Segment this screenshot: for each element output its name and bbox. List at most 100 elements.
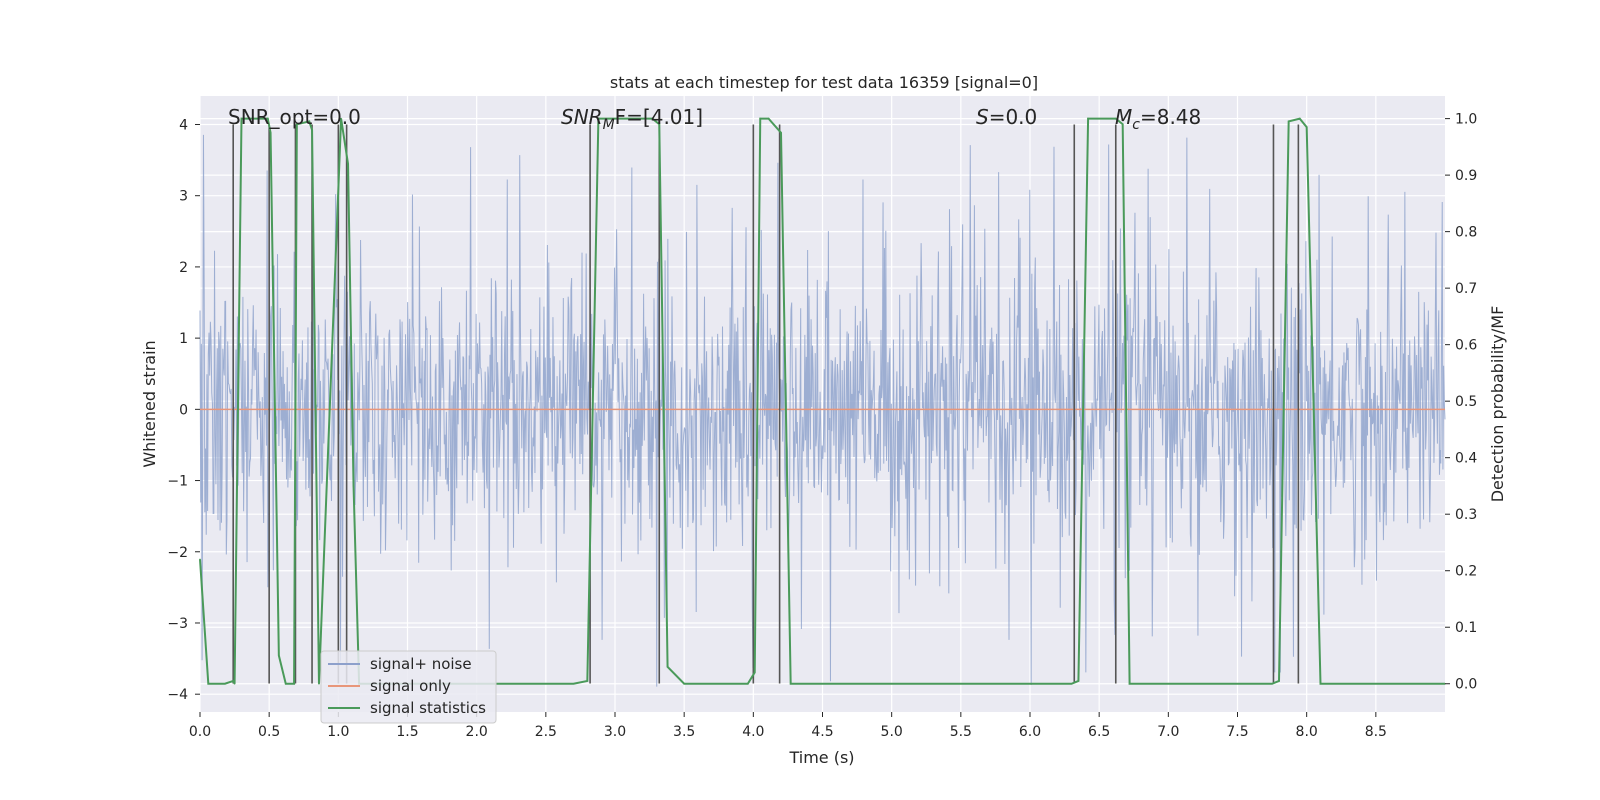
- statistics-point-11: [296, 123, 298, 126]
- x-tick-label-13: 6.5: [1088, 724, 1110, 740]
- annotation-snr-mf-base: SNR: [561, 105, 603, 129]
- annotation-s-var: S: [976, 105, 989, 129]
- y-tick-label-2: −2: [167, 545, 188, 561]
- y-right-tick-label-9: 0.9: [1455, 168, 1477, 184]
- statistics-point-26: [683, 682, 685, 685]
- y-tick-label-5: 1: [179, 331, 188, 347]
- statistics-point-35: [1087, 117, 1089, 120]
- y-tick-label-6: 2: [179, 260, 188, 276]
- annotation-s-val: =0.0: [989, 105, 1038, 129]
- x-tick-label-15: 7.5: [1226, 724, 1248, 740]
- statistics-point-40: [1278, 680, 1280, 682]
- annotation-snr-opt: SNR_opt=0.0: [228, 105, 361, 129]
- statistics-point-17: [352, 485, 355, 487]
- x-tick-label-3: 1.5: [396, 724, 418, 740]
- statistics-point-39: [1271, 682, 1273, 685]
- statistics-point-1: [207, 682, 210, 685]
- y-tick-label-7: 3: [179, 189, 188, 205]
- y-right-tick-label-6: 0.6: [1455, 338, 1477, 354]
- statistics-point-42: [1298, 117, 1301, 120]
- y-right-tick-label-3: 0.3: [1455, 507, 1477, 523]
- y-right-tick-label-7: 0.7: [1455, 281, 1477, 297]
- statistics-point-20: [572, 682, 575, 685]
- statistics-point-27: [747, 682, 749, 685]
- legend-label-signal-statistics: signal statistics: [370, 699, 486, 717]
- statistics-point-45: [1381, 682, 1384, 685]
- statistics-point-3: [232, 680, 234, 682]
- noise-line: [199, 134, 1446, 687]
- y-tick-label-8: 4: [179, 117, 188, 133]
- annotation-mc-sub: c: [1132, 117, 1140, 133]
- statistics-point-24: [658, 123, 661, 126]
- legend-label-signal-only: signal only: [370, 677, 451, 695]
- annotation-mc-var: M: [1115, 105, 1132, 129]
- series-signal-statistics: [199, 117, 1446, 685]
- legend-box: [320, 650, 497, 724]
- statistics-point-6: [266, 117, 269, 120]
- statistics-point-33: [1070, 682, 1073, 685]
- y-tick-label-1: −3: [167, 616, 188, 632]
- annotation-snr-mf: SNRMF=[4.01]: [561, 105, 703, 133]
- statistics-point-13: [311, 129, 313, 131]
- statistics-point-5: [240, 117, 243, 120]
- statistics-point-0: [199, 558, 201, 561]
- y-right-tick-label-10: 1.0: [1455, 112, 1477, 128]
- statistics-point-31: [780, 131, 782, 134]
- y-right-axis-label: Detection probability/MF: [1488, 306, 1507, 503]
- statistics-point-25: [666, 665, 669, 668]
- statistics-point-14: [318, 682, 320, 685]
- statistics-point-44: [1319, 682, 1322, 685]
- statistics-point-41: [1287, 120, 1290, 123]
- annotation-mc-val: =8.48: [1140, 105, 1201, 129]
- x-tick-label-16: 8.0: [1296, 724, 1318, 740]
- annotation-mc: Mc=8.48: [1115, 105, 1201, 133]
- x-tick-label-12: 6.0: [1019, 724, 1041, 740]
- x-axis-label: Time (s): [788, 748, 854, 767]
- statistics-point-30: [767, 117, 770, 120]
- statistics-point-4: [233, 682, 236, 685]
- legend-label-signal-noise: signal+ noise: [370, 655, 472, 673]
- y-tick-label-3: −1: [167, 474, 188, 490]
- statistics-point-2: [224, 682, 226, 685]
- statistics-point-10: [293, 682, 295, 685]
- x-tick-label-11: 5.5: [950, 724, 972, 740]
- x-tick-label-4: 2.0: [466, 724, 488, 740]
- x-axis-ticks: 0.0 0.5 1.0 1.5 2.0 2.5 3.0 3.5 4.0 4.5 5.0 5.5 6.0 6…: [189, 712, 1387, 740]
- statistics-point-32: [789, 682, 792, 685]
- statistics-point-21: [586, 680, 589, 682]
- x-tick-label-7: 3.5: [673, 724, 695, 740]
- statistics-point-8: [278, 654, 280, 657]
- legend: signal+ noise signal only signal statist…: [320, 650, 497, 724]
- statistics-point-43: [1305, 126, 1308, 128]
- statistics-point-23: [651, 117, 654, 120]
- x-tick-label-0: 0.0: [189, 724, 211, 740]
- statistics-point-9: [284, 682, 287, 685]
- y-right-tick-label-0: 0.0: [1455, 677, 1477, 693]
- statistics-point-12: [308, 120, 311, 123]
- x-tick-label-14: 7.0: [1157, 724, 1179, 740]
- x-tick-label-9: 4.5: [811, 724, 833, 740]
- statistics-point-37: [1121, 123, 1124, 126]
- statistics-point-7: [269, 131, 272, 134]
- statistics-point-36: [1114, 117, 1117, 120]
- chart-title: stats at each timestep for test data 163…: [610, 73, 1038, 92]
- y-axis-ticks: −4 −3 −2 −1 0 1 2 3 4: [167, 117, 200, 703]
- statistics-point-38: [1128, 682, 1131, 685]
- y-right-tick-label-5: 0.5: [1455, 394, 1477, 410]
- y-axis-label: Whitened strain: [140, 340, 159, 467]
- x-tick-label-8: 4.0: [742, 724, 764, 740]
- y-right-tick-label-8: 0.8: [1455, 225, 1477, 241]
- statistics-point-22: [597, 117, 600, 120]
- statistics-point-28: [753, 671, 756, 674]
- annotation-snr-mf-sub: M: [603, 117, 615, 133]
- x-tick-label-17: 8.5: [1365, 724, 1387, 740]
- series-signal-noise: [199, 134, 1446, 687]
- x-tick-label-5: 2.5: [535, 724, 557, 740]
- statistics-point-29: [759, 117, 762, 120]
- x-tick-label-6: 3.0: [604, 724, 626, 740]
- statistics-point-16: [347, 163, 349, 165]
- statistics-point-15: [340, 117, 342, 120]
- y-tick-label-4: 0: [179, 402, 188, 418]
- y-right-axis-ticks: 0.0 0.1 0.2 0.3 0.4 0.5 0.6 0.7 0.8 0.9 1.0: [1445, 112, 1477, 693]
